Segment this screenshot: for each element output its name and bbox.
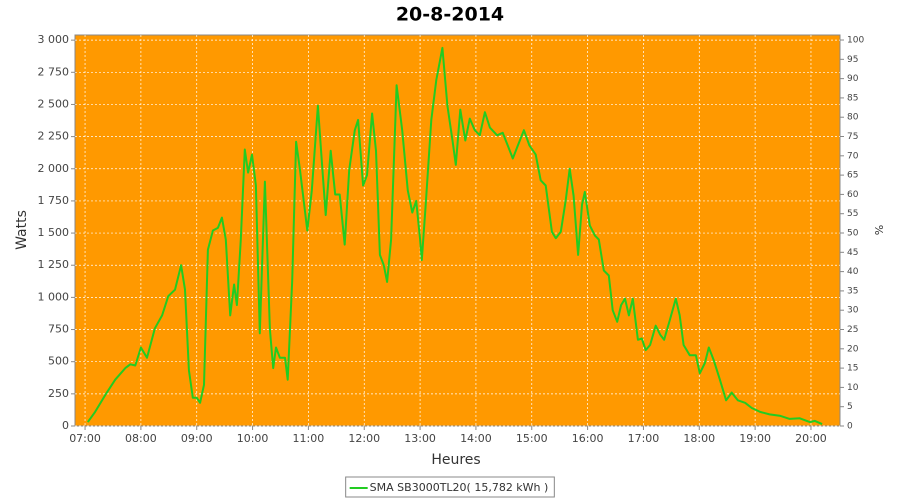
- y2-tick-label: 70: [847, 151, 859, 161]
- y2-tick-label: 85: [847, 93, 858, 103]
- y2-axis-label: %: [873, 225, 886, 235]
- x-tick-label: 19:00: [739, 432, 771, 445]
- y2-tick-label: 75: [847, 132, 858, 142]
- x-tick-label: 15:00: [516, 432, 548, 445]
- x-tick-label: 12:00: [348, 432, 380, 445]
- x-tick-label: 17:00: [628, 432, 660, 445]
- y2-tick-label: 35: [847, 286, 858, 296]
- y-tick-label: 2 000: [38, 162, 70, 175]
- y-tick-label: 1 750: [38, 194, 70, 207]
- y-tick-label: 1 500: [38, 226, 70, 239]
- x-tick-label: 11:00: [293, 432, 325, 445]
- x-tick-label: 16:00: [572, 432, 604, 445]
- y2-tick-label: 0: [847, 422, 853, 432]
- y-tick-label: 0: [62, 419, 69, 432]
- y-axis-label: Watts: [14, 210, 30, 250]
- y2-tick-label: 90: [847, 74, 859, 84]
- y2-tick-label: 65: [847, 171, 858, 181]
- legend: SMA SB3000TL20( 15,782 kWh ): [345, 476, 555, 498]
- y2-tick-label: 45: [847, 248, 858, 258]
- x-tick-label: 08:00: [125, 432, 157, 445]
- y-tick-label: 2 750: [38, 65, 70, 78]
- x-tick-label: 20:00: [795, 432, 827, 445]
- y2-tick-label: 25: [847, 325, 858, 335]
- x-tick-label: 14:00: [460, 432, 492, 445]
- y-tick-label: 1 250: [38, 258, 70, 271]
- y2-tick-label: 30: [847, 306, 859, 316]
- legend-box: [345, 476, 555, 498]
- y-tick-label: 1 000: [38, 290, 70, 303]
- y-tick-label: 750: [48, 323, 69, 336]
- y2-tick-label: 95: [847, 55, 858, 65]
- x-tick-label: 10:00: [237, 432, 269, 445]
- y2-tick-label: 50: [847, 229, 859, 239]
- x-tick-label: 09:00: [181, 432, 213, 445]
- y2-tick-label: 5: [847, 402, 853, 412]
- y-tick-label: 3 000: [38, 33, 70, 46]
- y2-tick-label: 20: [847, 344, 859, 354]
- x-axis-label: Heures: [431, 452, 480, 468]
- legend-label: SMA SB3000TL20( 15,782 kWh ): [370, 481, 549, 494]
- y2-tick-label: 60: [847, 190, 859, 200]
- chart-title: 20-8-2014: [396, 4, 504, 26]
- y-tick-label: 500: [48, 355, 69, 368]
- y2-tick-label: 40: [847, 267, 859, 277]
- y2-tick-label: 80: [847, 113, 859, 123]
- y2-tick-label: 15: [847, 364, 858, 374]
- y-tick-label: 2 250: [38, 130, 70, 143]
- data-line: [86, 46, 823, 426]
- y-tick-label: 2 500: [38, 97, 70, 110]
- y-tick-label: 250: [48, 387, 69, 400]
- y2-tick-label: 55: [847, 209, 858, 219]
- x-tick-label: 07:00: [69, 432, 101, 445]
- plot-area: [74, 34, 841, 427]
- x-tick-label: 13:00: [404, 432, 436, 445]
- y2-tick-label: 100: [847, 36, 864, 46]
- y2-tick-label: 10: [847, 383, 859, 393]
- x-tick-label: 18:00: [683, 432, 715, 445]
